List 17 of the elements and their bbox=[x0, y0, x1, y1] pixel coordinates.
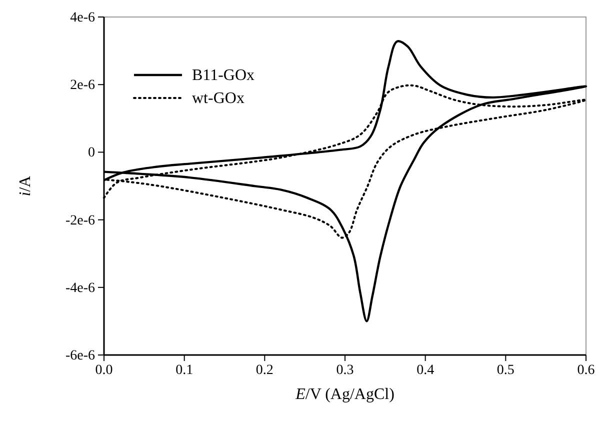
y-tick-label: 0 bbox=[88, 146, 95, 161]
y-tick-label: 2e-6 bbox=[70, 78, 95, 94]
y-tick-label: -6e-6 bbox=[65, 348, 95, 364]
legend-label: B11-GOx bbox=[192, 67, 255, 84]
x-tick-label: 0.5 bbox=[496, 362, 514, 378]
y-tick-label: 4e-6 bbox=[70, 10, 95, 26]
y-tick-label: -2e-6 bbox=[65, 213, 95, 228]
x-tick-label: 0.3 bbox=[336, 362, 354, 378]
x-tick-label: 0.6 bbox=[577, 362, 595, 378]
x-tick-label: 0.2 bbox=[256, 362, 274, 378]
x-tick-label: 0.4 bbox=[416, 362, 434, 378]
legend-label: wt-GOx bbox=[192, 90, 244, 107]
x-tick-label: 0.0 bbox=[95, 362, 113, 378]
x-axis-title: E/V (Ag/AgCl) bbox=[294, 386, 394, 403]
x-tick-label: 0.1 bbox=[176, 362, 194, 378]
y-axis-title: i/A bbox=[17, 175, 34, 196]
y-tick-label: -4e-6 bbox=[65, 280, 95, 296]
